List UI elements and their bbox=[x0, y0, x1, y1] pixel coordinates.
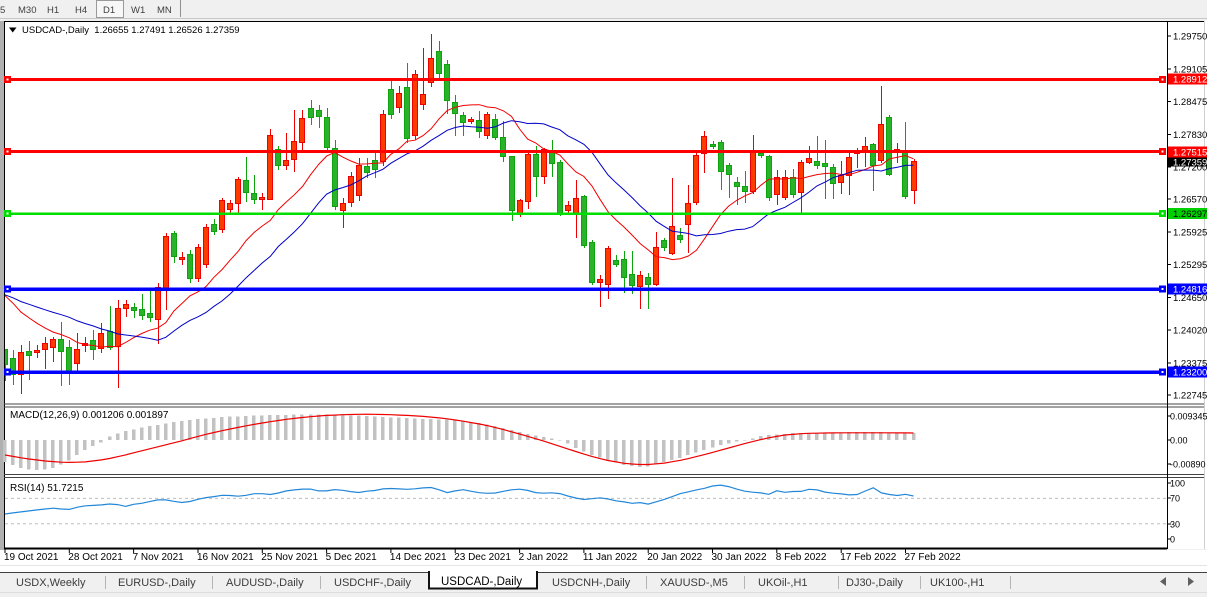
svg-text:AUDUSD-,Daily: AUDUSD-,Daily bbox=[226, 577, 304, 589]
svg-text:27 Feb 2022: 27 Feb 2022 bbox=[905, 552, 962, 563]
svg-text:28 Oct 2021: 28 Oct 2021 bbox=[68, 552, 123, 563]
svg-text:1.23375: 1.23375 bbox=[1173, 359, 1207, 370]
svg-text:11 Jan 2022: 11 Jan 2022 bbox=[583, 552, 638, 563]
svg-text:H1: H1 bbox=[47, 5, 59, 16]
svg-text:1.26297: 1.26297 bbox=[1173, 209, 1207, 220]
svg-text:5: 5 bbox=[0, 5, 5, 16]
svg-text:1.29105: 1.29105 bbox=[1173, 65, 1207, 76]
svg-text:1.24650: 1.24650 bbox=[1173, 293, 1207, 304]
svg-text:M30: M30 bbox=[18, 5, 36, 16]
svg-text:0.009345: 0.009345 bbox=[1170, 412, 1207, 422]
svg-text:8 Feb 2022: 8 Feb 2022 bbox=[776, 552, 827, 563]
svg-text:H4: H4 bbox=[75, 5, 87, 16]
svg-text:25 Nov 2021: 25 Nov 2021 bbox=[261, 552, 318, 563]
svg-text:0: 0 bbox=[1170, 535, 1175, 545]
svg-text:100: 100 bbox=[1170, 479, 1185, 489]
svg-text:UKOil-,H1: UKOil-,H1 bbox=[758, 577, 808, 589]
svg-text:20 Jan 2022: 20 Jan 2022 bbox=[647, 552, 702, 563]
svg-text:1.28475: 1.28475 bbox=[1173, 97, 1207, 108]
svg-text:XAUUSD-,M5: XAUUSD-,M5 bbox=[660, 577, 728, 589]
svg-text:1.28912: 1.28912 bbox=[1173, 75, 1207, 86]
svg-text:USDX,Weekly: USDX,Weekly bbox=[16, 577, 86, 589]
svg-text:USDCNH-,Daily: USDCNH-,Daily bbox=[552, 577, 631, 589]
svg-text:DJ30-,Daily: DJ30-,Daily bbox=[846, 577, 903, 589]
svg-text:30: 30 bbox=[1170, 520, 1180, 530]
svg-text:1.24816: 1.24816 bbox=[1173, 285, 1207, 296]
svg-text:W1: W1 bbox=[131, 5, 145, 16]
svg-text:1.27200: 1.27200 bbox=[1173, 163, 1207, 174]
svg-text:70: 70 bbox=[1170, 494, 1180, 504]
svg-text:14 Dec 2021: 14 Dec 2021 bbox=[390, 552, 447, 563]
svg-text:30 Jan 2022: 30 Jan 2022 bbox=[712, 552, 767, 563]
svg-text:MN: MN bbox=[157, 5, 172, 16]
svg-text:1.23200: 1.23200 bbox=[1173, 368, 1207, 379]
svg-text:5 Dec 2021: 5 Dec 2021 bbox=[326, 552, 378, 563]
svg-text:1.25925: 1.25925 bbox=[1173, 228, 1207, 239]
svg-text:1.27359: 1.27359 bbox=[1173, 158, 1207, 169]
svg-text:USDCHF-,Daily: USDCHF-,Daily bbox=[334, 577, 412, 589]
svg-text:MACD(12,26,9) 0.001206 0.00189: MACD(12,26,9) 0.001206 0.001897 bbox=[10, 410, 169, 421]
svg-text:0.00: 0.00 bbox=[1170, 436, 1188, 446]
svg-text:7 Nov 2021: 7 Nov 2021 bbox=[133, 552, 185, 563]
svg-text:EURUSD-,Daily: EURUSD-,Daily bbox=[118, 577, 196, 589]
svg-text:17 Feb 2022: 17 Feb 2022 bbox=[840, 552, 897, 563]
svg-text:UK100-,H1: UK100-,H1 bbox=[930, 577, 984, 589]
svg-text:RSI(14) 51.7215: RSI(14) 51.7215 bbox=[10, 483, 84, 494]
svg-text:19 Oct 2021: 19 Oct 2021 bbox=[4, 552, 59, 563]
svg-text:1.25295: 1.25295 bbox=[1173, 260, 1207, 271]
svg-text:1.24020: 1.24020 bbox=[1173, 326, 1207, 337]
svg-text:2 Jan 2022: 2 Jan 2022 bbox=[519, 552, 569, 563]
svg-text:16 Nov 2021: 16 Nov 2021 bbox=[197, 552, 254, 563]
svg-text:-0.00890: -0.00890 bbox=[1170, 460, 1206, 470]
svg-text:USDCAD-,Daily: USDCAD-,Daily bbox=[441, 576, 522, 588]
svg-text:1.29750: 1.29750 bbox=[1173, 32, 1207, 43]
svg-text:1.22745: 1.22745 bbox=[1173, 391, 1207, 402]
svg-text:USDCAD-,Daily 1.26655 1.27491: USDCAD-,Daily 1.26655 1.27491 1.26526 1.… bbox=[22, 25, 240, 36]
svg-text:23 Dec 2021: 23 Dec 2021 bbox=[454, 552, 511, 563]
svg-text:1.27830: 1.27830 bbox=[1173, 130, 1207, 141]
svg-text:D1: D1 bbox=[103, 5, 115, 16]
svg-text:1.26570: 1.26570 bbox=[1173, 195, 1207, 206]
svg-text:1.27515: 1.27515 bbox=[1173, 148, 1207, 159]
